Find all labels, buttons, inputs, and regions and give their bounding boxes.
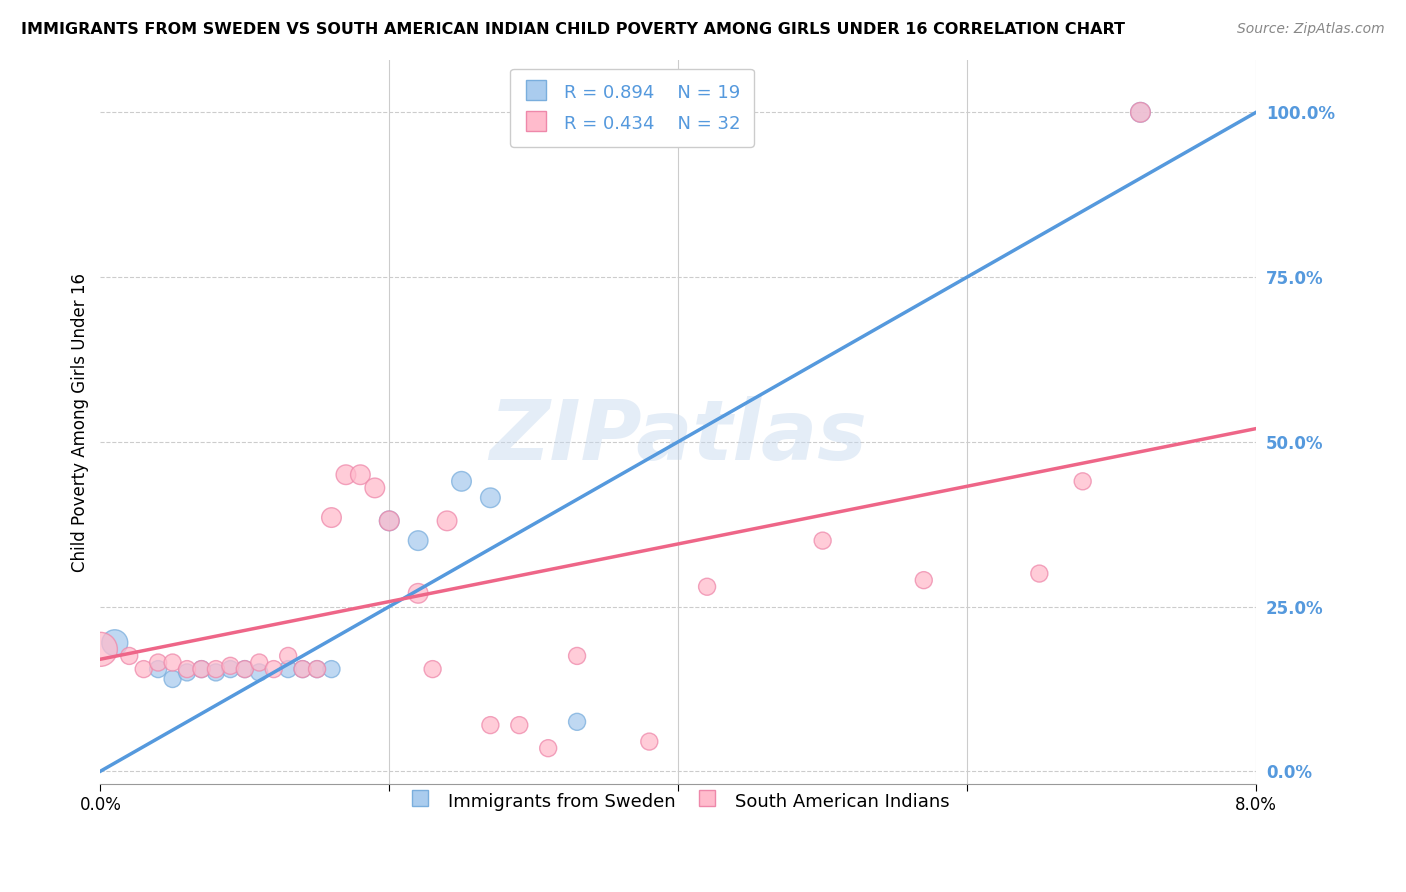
- Point: [176, 665, 198, 680]
- Point: [349, 467, 371, 482]
- Point: [233, 662, 256, 676]
- Point: [508, 718, 530, 732]
- Text: Source: ZipAtlas.com: Source: ZipAtlas.com: [1237, 22, 1385, 37]
- Point: [162, 672, 184, 686]
- Point: [1071, 475, 1094, 489]
- Point: [263, 662, 285, 676]
- Point: [450, 475, 472, 489]
- Point: [146, 662, 169, 676]
- Legend: Immigrants from Sweden, South American Indians: Immigrants from Sweden, South American I…: [392, 775, 965, 826]
- Point: [233, 662, 256, 676]
- Point: [205, 662, 228, 676]
- Point: [406, 586, 429, 600]
- Point: [132, 662, 155, 676]
- Point: [378, 514, 401, 528]
- Point: [190, 662, 212, 676]
- Point: [422, 662, 444, 676]
- Point: [247, 665, 270, 680]
- Point: [696, 580, 718, 594]
- Point: [277, 648, 299, 663]
- Point: [378, 514, 401, 528]
- Point: [219, 662, 242, 676]
- Point: [479, 491, 502, 505]
- Point: [406, 533, 429, 548]
- Point: [321, 662, 343, 676]
- Point: [277, 662, 299, 676]
- Point: [479, 718, 502, 732]
- Point: [565, 648, 588, 663]
- Text: ZIPatlas: ZIPatlas: [489, 396, 868, 477]
- Point: [811, 533, 834, 548]
- Point: [305, 662, 328, 676]
- Point: [321, 510, 343, 524]
- Point: [1129, 105, 1152, 120]
- Text: IMMIGRANTS FROM SWEDEN VS SOUTH AMERICAN INDIAN CHILD POVERTY AMONG GIRLS UNDER : IMMIGRANTS FROM SWEDEN VS SOUTH AMERICAN…: [21, 22, 1125, 37]
- Point: [1129, 105, 1152, 120]
- Point: [335, 467, 357, 482]
- Point: [146, 656, 169, 670]
- Point: [638, 734, 661, 748]
- Point: [162, 656, 184, 670]
- Point: [565, 714, 588, 729]
- Point: [537, 741, 560, 756]
- Point: [291, 662, 314, 676]
- Point: [104, 636, 127, 650]
- Point: [190, 662, 212, 676]
- Y-axis label: Child Poverty Among Girls Under 16: Child Poverty Among Girls Under 16: [72, 273, 89, 572]
- Point: [912, 573, 935, 587]
- Point: [205, 665, 228, 680]
- Point: [89, 642, 111, 657]
- Point: [364, 481, 387, 495]
- Point: [1028, 566, 1050, 581]
- Point: [291, 662, 314, 676]
- Point: [118, 648, 141, 663]
- Point: [219, 658, 242, 673]
- Point: [176, 662, 198, 676]
- Point: [247, 656, 270, 670]
- Point: [305, 662, 328, 676]
- Point: [436, 514, 458, 528]
